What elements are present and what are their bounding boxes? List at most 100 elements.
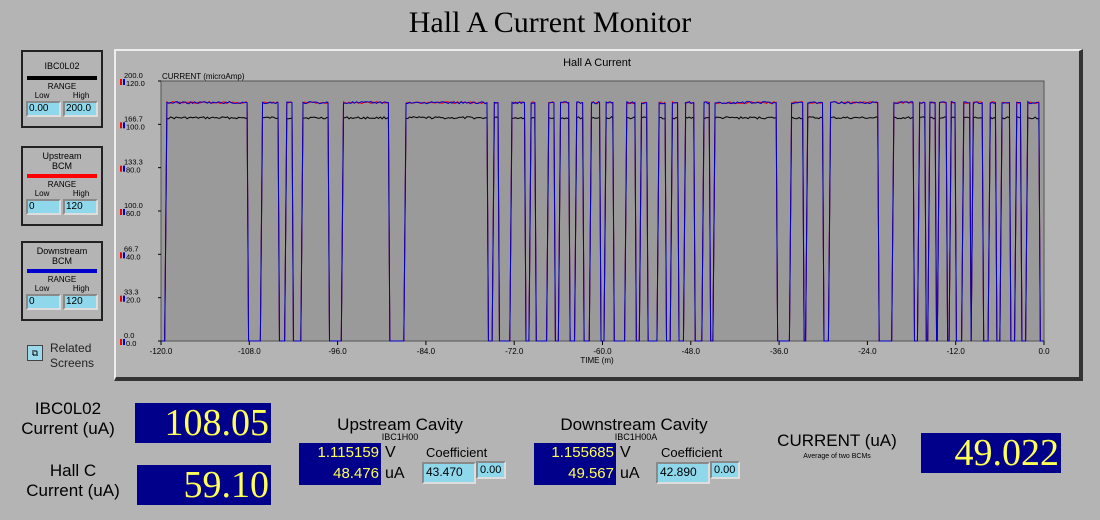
upstream-readout-box (299, 443, 381, 485)
series-color-bar (27, 269, 97, 273)
y-tick-blue-marker (123, 295, 125, 302)
y-tick-blue-marker (123, 122, 125, 129)
downstream-bcm-series-line (161, 100, 1044, 342)
x-tick-label: -84.0 (417, 347, 436, 356)
downstream-ua: 49.567 (568, 465, 614, 482)
low-label: Low (34, 284, 50, 293)
downstream-volts-unit: V (620, 444, 631, 461)
range-panel-name: IBC0L02 (44, 61, 80, 71)
y-tick-blue-marker (123, 339, 125, 345)
upstream-ua-unit: uA (385, 465, 405, 482)
hall-a-current-chart: Hall A Current CURRENT (microAmp) -120.0 -1… (120, 57, 1050, 365)
ibc-current-value: 108.05 (135, 403, 271, 443)
series-color-bar (27, 174, 97, 178)
related-screens-icon[interactable]: ⧉ (27, 345, 43, 361)
range-label: RANGE (47, 82, 77, 91)
downstream-ua-unit: uA (620, 465, 640, 482)
chart-plot-area (160, 80, 1045, 342)
downstream-coefficient-input[interactable]: 42.890 (656, 462, 710, 484)
related-screens-label[interactable]: Related Screens (50, 341, 95, 370)
y-tick-red-marker (120, 79, 122, 85)
y-tick-red-marker (120, 339, 122, 345)
y-tick-label-ibc: 33.3 (124, 288, 139, 297)
range-label: RANGE (47, 180, 77, 189)
y-tick-label-bcm: 0.0 (126, 339, 136, 348)
y-tick-label-ibc: 100.0 (124, 201, 143, 210)
range-label: RANGE (47, 275, 77, 284)
downstream-cavity-title: Downstream Cavity (560, 415, 708, 434)
series-color-bar (27, 76, 97, 80)
upstream-volts: 1.115159 (317, 444, 379, 461)
upstream-cavity-title: Upstream Cavity (337, 415, 463, 434)
hallc-current-value: 59.10 (137, 465, 271, 505)
high-label: High (72, 284, 90, 293)
upstream-offset-input[interactable]: 0.00 (476, 461, 506, 479)
ibc0l02-range-panel: IBC0L02 RANGE Low High 0.00 200.0 (21, 50, 103, 128)
y-tick-label-ibc: 0.0 (124, 331, 134, 340)
y-tick-label-bcm: 40.0 (126, 252, 141, 261)
y-tick-red-marker (120, 252, 122, 259)
upstream-coefficient-label: Coefficient (426, 445, 488, 460)
x-tick-label: -96.0 (328, 347, 347, 356)
y-tick-label-bcm: 120.0 (126, 79, 145, 88)
range-high-input[interactable]: 120 (63, 294, 98, 310)
low-label: Low (34, 91, 50, 100)
downstream-offset-input[interactable]: 0.00 (710, 461, 740, 479)
downstream-coefficient-label: Coefficient (661, 445, 723, 460)
x-tick-label: -36.0 (770, 347, 789, 356)
high-label: High (72, 91, 90, 100)
y-tick-label-bcm: 80.0 (126, 166, 141, 175)
y-tick-red-marker (120, 122, 122, 129)
downstream-readout-box (534, 443, 616, 485)
y-tick-label-ibc: 166.7 (124, 114, 143, 123)
chart-title: Hall A Current (563, 57, 631, 69)
range-panel-name: Downstream BCM (36, 246, 88, 266)
hallc-current-label: Hall C Current (uA) (26, 461, 120, 500)
upstream-volts-unit: V (385, 444, 396, 461)
x-tick-label: -12.0 (947, 347, 966, 356)
range-low-input[interactable]: 0 (26, 199, 61, 215)
x-tick-label: -48.0 (682, 347, 701, 356)
y-tick-label-ibc: 133.3 (124, 158, 143, 167)
chart-x-axis-label: TIME (m) (580, 356, 614, 365)
x-tick-label: -24.0 (858, 347, 877, 356)
x-tick-label: -60.0 (593, 347, 612, 356)
downstream-volts: 1.155685 (551, 444, 614, 461)
downstream-bcm-range-panel: Downstream BCM RANGE Low High 0 120 (21, 241, 103, 321)
range-panel-name: Upstream BCM (42, 151, 82, 171)
y-tick-label-ibc: 66.7 (124, 244, 139, 253)
page-title: Hall A Current Monitor (408, 6, 692, 39)
y-tick-red-marker (120, 165, 122, 172)
y-tick-blue-marker (123, 252, 125, 259)
y-tick-label-bcm: 20.0 (126, 296, 141, 305)
y-tick-red-marker (120, 295, 122, 302)
range-high-input[interactable]: 120 (63, 199, 98, 215)
ibc-current-label: IBC0L02 Current (uA) (21, 399, 115, 438)
high-label: High (72, 189, 90, 198)
upstream-coefficient-input[interactable]: 43.470 (422, 462, 476, 484)
current-average-value: 49.022 (921, 433, 1061, 473)
y-tick-blue-marker (123, 165, 125, 172)
chart-panel: Hall A Current CURRENT (microAmp) -120.0 -1… (114, 49, 1083, 381)
x-tick-label: -72.0 (505, 347, 524, 356)
downstream-pv-name: IBC1H00A (614, 432, 658, 442)
y-tick-red-marker (120, 209, 122, 215)
x-tick-label: 0.0 (1038, 347, 1050, 356)
range-low-input[interactable]: 0 (26, 294, 61, 310)
low-label: Low (34, 189, 50, 198)
range-high-input[interactable]: 200.0 (63, 101, 98, 117)
upstream-bcm-range-panel: Upstream BCM RANGE Low High 0 120 (21, 146, 103, 226)
y-tick-label-ibc: 200.0 (124, 71, 143, 80)
upstream-pv-name: IBC1H00 (381, 432, 419, 442)
current-label: CURRENT (uA) (777, 431, 897, 450)
y-tick-label-bcm: 100.0 (126, 122, 145, 131)
upstream-ua: 48.476 (333, 465, 379, 482)
y-tick-blue-marker (123, 79, 125, 85)
current-subtitle: Average of two BCMs (803, 453, 871, 460)
range-low-input[interactable]: 0.00 (26, 101, 61, 117)
x-tick-label: -120.0 (150, 347, 173, 356)
y-tick-blue-marker (123, 209, 125, 215)
chart-y-axis-label: CURRENT (microAmp) (162, 72, 245, 81)
y-tick-label-bcm: 60.0 (126, 209, 141, 218)
x-tick-label: -108.0 (238, 347, 261, 356)
